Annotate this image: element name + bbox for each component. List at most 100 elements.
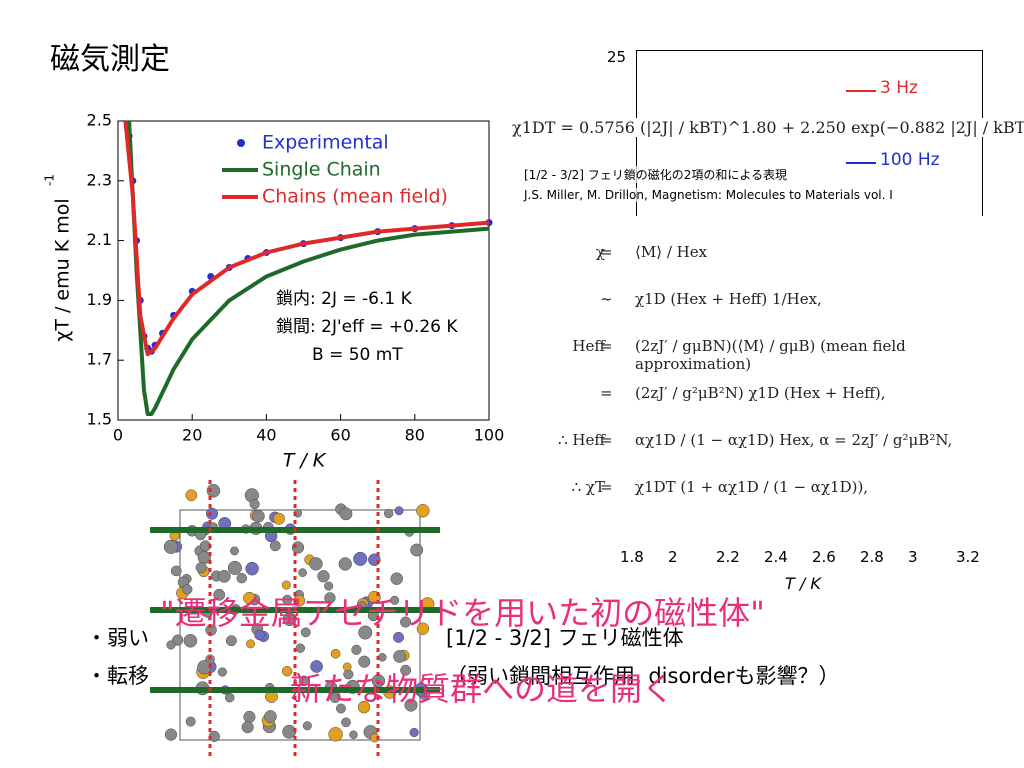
crystal-decor [378, 653, 387, 662]
crystal-decor [172, 634, 184, 646]
x-axis-label: T / K [283, 450, 327, 472]
inset-x-tick: 2.6 [812, 548, 836, 566]
crystal-decor [336, 703, 346, 714]
crystal-decor [163, 539, 178, 554]
crystal-decor [404, 698, 418, 712]
equation-rel: = [600, 431, 613, 449]
crystal-decor [224, 692, 235, 703]
crystal-decor [309, 557, 323, 571]
crystal-decor [393, 650, 406, 663]
crystal-decor [185, 716, 196, 727]
x-tick-label: 40 [256, 426, 276, 445]
inset-y-tick: 25 [607, 48, 627, 66]
inset-legend: 3 Hz [880, 78, 918, 98]
crystal-decor [246, 639, 255, 649]
equation-lhs: Heff [572, 337, 605, 355]
chart: 1.5 1.7 1.9 2.1 2.3 2.5 0 20 40 60 80 100 T / K χT / … [43, 111, 505, 472]
equation-row: Heff = (2zJ′ / gμBN)(⟨M⟩ / gμB) (mean fiel… [515, 337, 1015, 373]
inset-x-tick: 1.8 [620, 548, 644, 566]
x-tick-label: 60 [330, 426, 350, 445]
crystal-decor [358, 655, 371, 668]
equation-rhs: χ1DT (1 + αχ1D / (1 − αχ1D)), [635, 478, 869, 496]
crystal-decor [281, 666, 293, 677]
crystal-decor [324, 581, 334, 591]
crystal-decor [298, 675, 310, 687]
crystal-decor [298, 568, 307, 577]
inset-x-label: T / K [785, 574, 821, 593]
inset-legend-line [846, 162, 876, 164]
y-axis-label: χT / emu K mol [52, 198, 74, 341]
slide-title: 磁気測定 [50, 42, 170, 77]
y-tick-label: 2.3 [87, 170, 112, 189]
crystal-decor [310, 660, 323, 673]
crystal-decor [241, 721, 254, 734]
legend-marker [237, 139, 245, 147]
crystal-decor [394, 506, 404, 516]
crystal-decor [206, 483, 221, 498]
crystal-decor [351, 644, 362, 655]
y-tick-label: 1.5 [87, 410, 112, 429]
series-line [127, 120, 490, 417]
y-tick-label: 1.7 [87, 350, 112, 369]
crystal-decor [409, 727, 419, 738]
crystal-decor [182, 584, 193, 595]
crystal-decor [217, 569, 231, 583]
crystal-structure [150, 480, 440, 760]
overlay-text: "遷移金属アセチリドを用いた初の磁性体" [160, 594, 765, 632]
inset-x-tick: 2.8 [860, 548, 884, 566]
crystal-decor [236, 572, 248, 584]
crystal-decor [282, 594, 293, 605]
equation-head: χ1DT = 0.5756 (|2J| / kBT)^1.80 + 2.250 … [512, 118, 1024, 137]
crystal-decor [330, 648, 341, 659]
series-line [123, 120, 490, 357]
equation-rhs: ⟨M⟩ / Hex [635, 243, 708, 261]
inset-x-tick: 2 [668, 548, 678, 566]
annotation: 鎖内: 2J = -6.1 K [276, 289, 413, 309]
crystal-decor [400, 664, 412, 676]
plot-frame [117, 120, 490, 421]
crystal-decor [349, 730, 358, 740]
crystal-decor [243, 591, 256, 605]
inset-legend: 100 Hz [880, 150, 940, 170]
crystal-decor [390, 595, 400, 605]
x-tick-label: 0 [113, 426, 123, 445]
crystal-decor [205, 507, 219, 520]
y-tick-label: 2.1 [87, 230, 112, 249]
equation-row: ∴ Heff = αχ1D / (1 − αχ1D) Hex, α = 2zJ′ /… [515, 431, 1015, 461]
legend-label: Chains (mean field) [262, 186, 448, 208]
crystal-decor [254, 629, 265, 641]
crystal-decor [393, 631, 404, 643]
crystal-decor [353, 551, 368, 566]
y-tick-label: 1.9 [87, 290, 112, 309]
annotation: B = 50 mT [312, 345, 403, 365]
crystal-decor [341, 717, 351, 728]
crystal-decor [183, 633, 198, 648]
crystal-decor [185, 489, 198, 502]
bullet: [1/2 - 3/2] フェリ磁性体 [446, 626, 684, 650]
equation-rel: = [600, 337, 613, 355]
y-axis-label-sup: -1 [43, 174, 57, 186]
inset-x-tick: 2.4 [764, 548, 788, 566]
x-tick-label: 20 [182, 426, 202, 445]
bullet: ・弱い [86, 626, 149, 650]
crystal-decor [410, 543, 424, 557]
crystal-decor [225, 635, 237, 647]
inset-legend-line [846, 90, 876, 92]
crystal-decor [324, 592, 336, 604]
legend-label: Single Chain [262, 159, 381, 181]
crystal-decor [249, 499, 260, 510]
bullet: （弱い鎖間相互作用, disorderも影響？） [446, 664, 840, 688]
crystal-decor [170, 565, 182, 577]
x-tick-label: 100 [474, 426, 505, 445]
equation-lhs: ∴ Heff [558, 431, 605, 449]
caption: [1/2 - 3/2] フェリ鎖の磁化の2項の和による表現 [524, 166, 788, 183]
overlay-text: 新たな物質群への道を開く [290, 670, 675, 708]
x-tick-label: 80 [405, 426, 425, 445]
bullet: ・転移 [86, 664, 149, 688]
crystal-decor [252, 509, 265, 523]
crystal-decor [195, 562, 207, 574]
crystal-decor [358, 625, 373, 640]
equation-rhs: (2zJ′ / g²μB²N) χ1D (Hex + Heff), [635, 384, 886, 402]
crystal-decor [295, 643, 306, 653]
